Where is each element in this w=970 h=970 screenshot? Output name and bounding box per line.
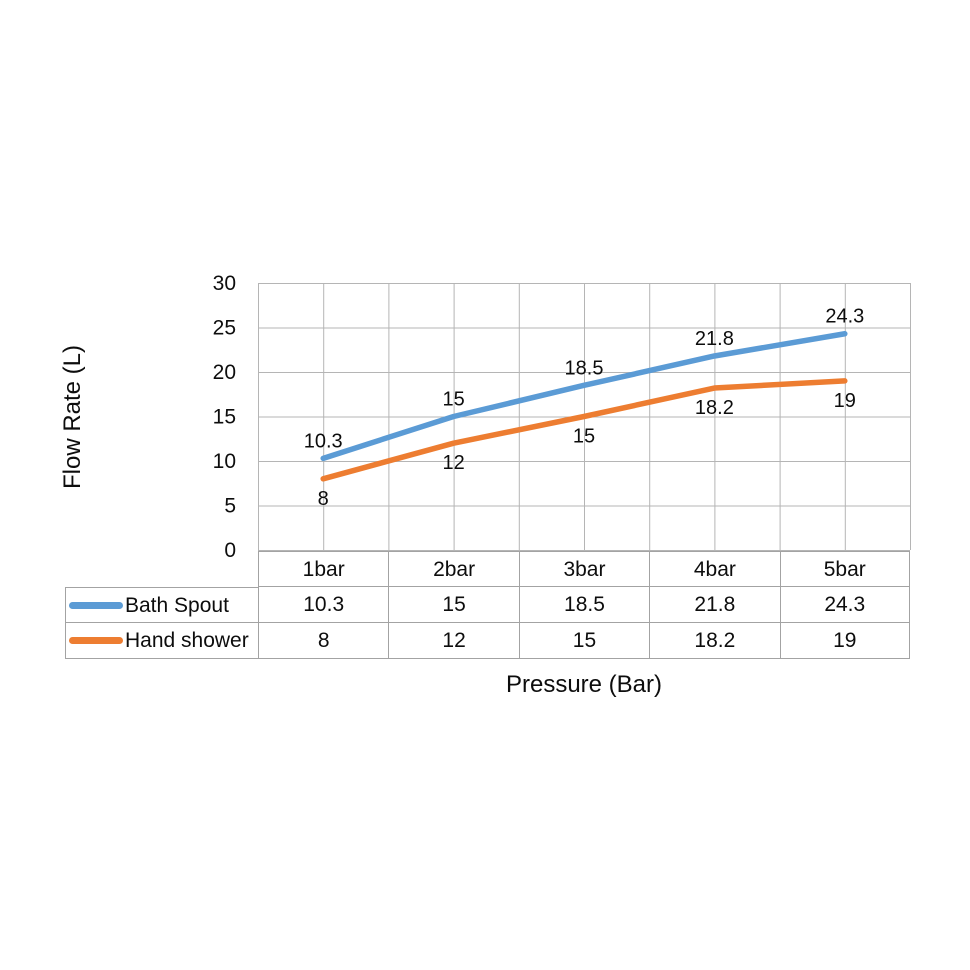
category-header: 1bar — [258, 551, 389, 587]
value-cell: 19 — [779, 623, 910, 659]
data-label-bath-spout: 15 — [442, 389, 464, 411]
y-tick-label: 0 — [224, 539, 236, 562]
data-label-hand-shower: 15 — [573, 426, 595, 448]
value-cell: 10.3 — [258, 587, 389, 623]
category-header: 2bar — [388, 551, 519, 587]
value-cell: 15 — [388, 587, 519, 623]
y-tick-label: 30 — [213, 272, 236, 295]
data-label-bath-spout: 21.8 — [695, 328, 734, 350]
data-label-hand-shower: 19 — [834, 390, 856, 412]
series-line-bath-spout — [320, 330, 848, 462]
category-header: 4bar — [649, 551, 780, 587]
data-table: 1bar 2bar 3bar 4bar 5bar Bath Spout 10.3 15 18.5… — [65, 551, 910, 659]
data-label-hand-shower: 12 — [442, 452, 464, 474]
data-label-bath-spout: 18.5 — [565, 357, 604, 379]
data-label-hand-shower: 18.2 — [695, 397, 734, 419]
series-line-hand-shower — [320, 378, 848, 482]
category-header: 3bar — [518, 551, 650, 587]
value-cell: 12 — [388, 623, 519, 659]
data-label-bath-spout: 24.3 — [825, 306, 864, 328]
data-label-hand-shower: 8 — [318, 488, 329, 510]
data-label-bath-spout: 10.3 — [304, 430, 343, 452]
y-tick-label: 20 — [213, 361, 236, 384]
y-tick-label: 5 — [224, 495, 236, 518]
value-cell: 24.3 — [779, 587, 910, 623]
y-tick-label: 10 — [213, 450, 236, 473]
bath-spout-line-swatch-icon — [69, 601, 123, 609]
y-tick-label: 25 — [213, 317, 236, 340]
value-cell: 18.2 — [649, 623, 780, 659]
hand-shower-line-swatch-icon — [69, 637, 123, 644]
value-cell: 8 — [258, 623, 389, 659]
value-cell: 21.8 — [649, 587, 780, 623]
legend-item-bath-spout: Bath Spout — [65, 587, 258, 623]
y-tick-label: 15 — [213, 406, 236, 429]
x-axis-title: Pressure (Bar) — [505, 671, 663, 698]
value-cell: 18.5 — [518, 587, 650, 623]
table-corner-spacer — [65, 551, 258, 587]
legend-label: Hand shower — [125, 629, 249, 652]
legend-item-hand-shower: Hand shower — [65, 623, 258, 659]
category-header: 5bar — [779, 551, 910, 587]
y-axis-title: Flow Rate (L) — [59, 344, 86, 490]
legend-label: Bath Spout — [125, 593, 229, 617]
value-cell: 15 — [518, 623, 650, 659]
